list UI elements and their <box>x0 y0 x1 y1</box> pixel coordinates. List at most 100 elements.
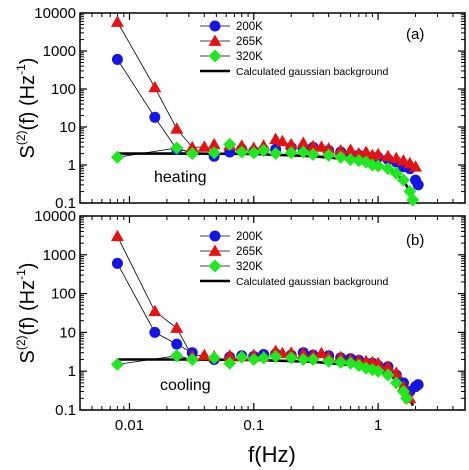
legend-marker-320K <box>208 259 222 273</box>
point-265K <box>235 139 249 151</box>
x-axis-label: f(Hz) <box>248 442 296 467</box>
point-200K <box>412 179 424 191</box>
point-265K <box>359 145 373 157</box>
point-320K <box>371 364 385 378</box>
y-label-superscript: (2) <box>14 335 28 350</box>
point-320K <box>296 145 310 159</box>
point-265K <box>197 140 211 152</box>
y-tick-label: 10 <box>59 324 76 341</box>
series-200K-connector <box>117 59 193 153</box>
point-265K <box>344 143 358 155</box>
y-label-rest: (f) (Hz <box>17 280 39 336</box>
y-label-rest: (f) (Hz <box>17 75 39 131</box>
legend-entry: 320K <box>236 261 263 273</box>
point-265K <box>371 147 385 160</box>
point-200K <box>111 257 123 269</box>
y-tick-label: 1 <box>68 157 76 174</box>
point-320K <box>306 353 320 367</box>
point-265K <box>148 80 162 93</box>
point-265K <box>185 140 199 153</box>
point-265K <box>296 136 310 148</box>
point-200K <box>171 338 183 350</box>
point-320K <box>284 351 298 365</box>
point-320K <box>296 353 310 367</box>
point-320K <box>110 150 124 164</box>
series-265K-connector <box>117 21 205 148</box>
y-tick-label: 10000 <box>34 5 76 22</box>
point-320K <box>257 351 271 365</box>
x-axis-ticks <box>79 13 466 203</box>
point-265K <box>371 356 385 369</box>
legend-entry: 200K <box>236 21 263 33</box>
point-265K <box>170 321 184 333</box>
point-265K <box>223 349 237 361</box>
legend-marker-265K <box>208 34 222 46</box>
point-320K <box>257 144 271 158</box>
x-tick-label: 0.1 <box>243 417 264 434</box>
point-265K <box>334 144 348 156</box>
y-label-base: S <box>17 145 39 158</box>
y-axis-label: S(2)(f) (Hz-1) <box>14 263 39 364</box>
point-200K <box>111 53 123 65</box>
y-tick-label: 10000 <box>34 208 76 225</box>
point-265K <box>197 348 211 360</box>
point-320K <box>170 349 184 363</box>
point-200K <box>149 111 161 123</box>
data-marks <box>110 229 424 407</box>
y-label-base: S <box>17 350 39 363</box>
legend-marker-265K <box>208 244 222 256</box>
point-320K <box>344 152 358 166</box>
plot-frame <box>79 12 466 204</box>
y-label-unit-superscript: -1 <box>14 64 28 75</box>
y-tick-label: 10 <box>59 119 76 136</box>
panel-heating: 0.1 1 10 100 1000 10000 (a) heating 200K 265K 3… <box>14 5 466 212</box>
y-tick-label: 100 <box>51 81 76 98</box>
y-tick-label: 1 <box>68 363 76 380</box>
point-320K <box>306 147 320 161</box>
point-265K <box>207 137 221 150</box>
point-320K <box>185 353 199 367</box>
series-265K-connector <box>117 236 205 357</box>
point-265K <box>110 229 124 242</box>
condition-annotation: heating <box>154 169 207 186</box>
point-320K <box>269 147 283 161</box>
point-265K <box>275 134 289 147</box>
point-320K <box>396 173 410 187</box>
y-axis-label: S(2)(f) (Hz-1) <box>14 58 39 159</box>
y-label-superscript: (2) <box>14 130 28 145</box>
y-tick-label: 1000 <box>43 43 76 60</box>
legend-entry: 320K <box>236 51 263 63</box>
legend-entry: 265K <box>236 246 263 258</box>
point-320K <box>406 193 420 207</box>
point-200K <box>412 379 424 391</box>
point-320K <box>223 137 237 151</box>
condition-annotation: cooling <box>160 377 211 394</box>
point-320K <box>185 147 199 161</box>
point-320K <box>110 357 124 371</box>
x-axis-ticks: 0.01 0.1 1 <box>79 216 466 434</box>
y-label-close: ) <box>17 58 39 65</box>
point-265K <box>314 346 328 359</box>
point-320K <box>400 391 414 405</box>
y-tick-label: 1000 <box>43 247 76 264</box>
panel-label: (a) <box>406 26 424 43</box>
point-320K <box>235 145 249 159</box>
point-320K <box>207 146 221 160</box>
series-200K-connector <box>117 263 193 354</box>
y-axis-ticks: 0.1 1 10 100 1000 10000 <box>34 208 465 419</box>
point-265K <box>314 140 328 152</box>
legend-entry: 200K <box>236 231 263 243</box>
point-265K <box>389 151 403 164</box>
x-tick-label: 1 <box>374 417 382 434</box>
panel-label: (b) <box>406 232 424 249</box>
legend-entry: Calculated gaussian background <box>236 66 389 78</box>
point-320K <box>381 162 395 176</box>
point-320K <box>269 349 283 363</box>
legend-marker-200K <box>209 230 221 242</box>
point-265K <box>322 142 336 154</box>
legend-entry: Calculated gaussian background <box>236 276 389 288</box>
point-265K <box>170 122 184 134</box>
point-320K <box>334 355 348 369</box>
